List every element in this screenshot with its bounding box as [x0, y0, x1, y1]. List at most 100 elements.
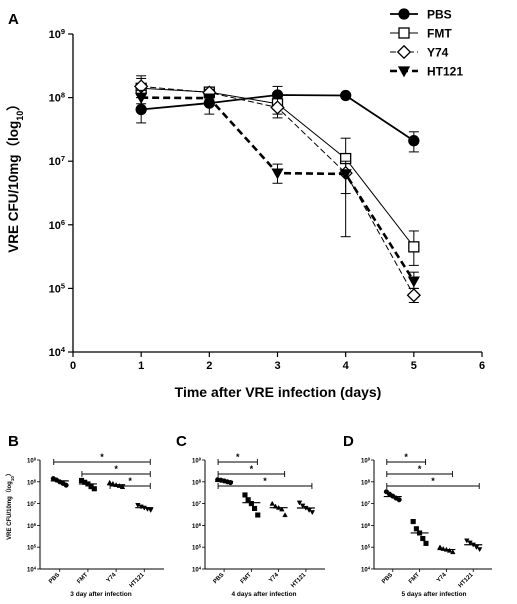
panel-a-y-tick-label: 106	[49, 217, 65, 232]
panel-a-y-tick-label-exp: 8	[61, 90, 65, 99]
panel-b-y-tick-label-exp: 8	[34, 478, 37, 483]
panel-c-y-tick-label: 106	[192, 521, 202, 530]
panel-b-y-axis-label-sub: 10	[10, 476, 15, 482]
panel-b-data-point	[91, 486, 97, 492]
panel-d-x-tick-label: PBS	[381, 572, 394, 585]
panel-c-data-point	[269, 500, 275, 506]
panel-b-y-tick-label-exp: 5	[34, 543, 37, 548]
panel-d-y-tick-label-base: 10	[361, 502, 368, 508]
panel-b-data-point	[147, 508, 154, 513]
panel-a-y-tick-label-base: 10	[49, 156, 61, 168]
panel-d-data-point	[450, 549, 456, 555]
panel-a-y-tick-label: 108	[49, 90, 65, 105]
panel-a-point-y74	[270, 100, 285, 115]
panel-c-y-tick-label-exp: 7	[199, 500, 202, 505]
panel-a-point-pbs	[408, 135, 420, 147]
panel-b-y-tick-label-exp: 7	[34, 500, 37, 505]
panel-d-y-tick-label-base: 10	[361, 546, 368, 552]
panel-b-y-tick-label-exp: 4	[34, 565, 37, 570]
panel-a-y-tick-label-base: 10	[49, 29, 61, 41]
panel-b-y-tick-label-base: 10	[27, 524, 34, 530]
panel-d-y-tick-label: 104	[361, 565, 371, 574]
panel-a-x-tick-label: 4	[343, 360, 350, 372]
panel-b-y-tick-label: 109	[27, 456, 37, 465]
panel-a-y-tick-label-exp: 5	[61, 281, 65, 290]
panel-a-x-tick-label: 0	[70, 360, 76, 372]
panel-c-y-tick-label-exp: 5	[199, 543, 202, 548]
panel-d-y-tick-label-exp: 4	[368, 565, 371, 570]
panel-b-significance-star: *	[100, 452, 104, 462]
panel-c-x-tick-label: HT121	[290, 572, 307, 589]
panel-d-y-tick-label-exp: 9	[368, 456, 371, 461]
panel-a-y-tick-label-base: 10	[49, 283, 61, 295]
panel-a-x-tick-label: 2	[206, 360, 212, 372]
panel-c-data-point	[255, 512, 261, 518]
panel-d-y-tick-label-base: 10	[361, 524, 368, 530]
panel-d-data-point	[413, 526, 419, 532]
panel-a-x-tick-label: 1	[138, 360, 144, 372]
panel-c-data-point	[227, 480, 234, 486]
panel-b-x-tick-label: HT121	[129, 572, 146, 589]
panel-a-y-tick-label-exp: 6	[61, 217, 65, 226]
panel-d-data-point	[443, 546, 450, 552]
panel-c-data-point	[248, 501, 254, 507]
panel-c-significance-star: *	[250, 464, 254, 474]
panel-a-y-tick-label: 107	[49, 154, 65, 169]
panel-c-data-point	[309, 510, 316, 516]
panel-c-y-tick-label-base: 10	[192, 459, 199, 465]
panel-c-data-point	[245, 497, 251, 503]
panel-a-x-tick-label: 5	[411, 360, 417, 372]
panel-a-y-tick-label: 104	[49, 345, 66, 360]
panel-b-y-tick-label: 108	[27, 478, 37, 487]
panel-c-y-tick-label-exp: 8	[199, 478, 202, 483]
panel-d-x-tick-label: HT121	[458, 572, 475, 589]
panel-c-y-tick-label-base: 10	[192, 546, 199, 552]
panel-a-y-tick-label-exp: 7	[61, 154, 65, 163]
panel-d-data-point	[410, 519, 416, 525]
panel-a-letter: A	[8, 11, 19, 28]
panel-d-x-tick-label: Y74	[436, 572, 448, 584]
panel-b-data-point	[85, 481, 91, 487]
panel-a-x-tick-label: 6	[479, 360, 485, 372]
panel-a-point-ht121	[339, 169, 352, 181]
panel-c-y-tick-label-base: 10	[192, 502, 199, 508]
panel-a-y-tick-label-exp: 9	[61, 27, 65, 36]
panel-d-data-point	[437, 544, 443, 550]
panel-a-point-ht121	[407, 276, 420, 288]
panel-b-data-point	[119, 484, 126, 490]
panel-d-y-tick-label-base: 10	[361, 568, 368, 574]
panel-d-significance-star: *	[431, 476, 435, 486]
panel-c-significance-star: *	[263, 476, 267, 486]
panel-a-y-axis-label: VRE CFU/10mg（log10）	[6, 97, 25, 253]
panel-a-y-tick-label-exp: 4	[61, 345, 66, 354]
panel-c-y-tick-label-exp: 4	[199, 565, 202, 570]
panel-b-significance-star: *	[114, 464, 118, 474]
panel-d-data-point	[417, 530, 423, 536]
panel-d-data-point	[440, 545, 446, 551]
legend-marker-fmt	[398, 27, 410, 39]
panel-b-y-tick-label-base: 10	[27, 502, 34, 508]
panel-d-y-tick-label: 108	[361, 478, 371, 487]
panel-b-data-point	[110, 480, 116, 486]
panel-c-letter: C	[176, 433, 187, 450]
panel-a-x-axis-label: Time after VRE infection (days)	[175, 384, 382, 400]
panel-d-x-tick-label: FMT	[408, 572, 421, 585]
panel-b-y-tick-label-base: 10	[27, 480, 34, 486]
panel-b-y-tick-label: 106	[27, 521, 37, 530]
legend-marker-ht121	[397, 66, 411, 78]
panel-d-y-tick-label-base: 10	[361, 459, 368, 465]
panel-c-y-tick-label-base: 10	[192, 524, 199, 530]
panel-c-y-tick-label: 109	[192, 456, 202, 465]
panel-c-data-point	[279, 506, 285, 512]
panel-a-y-tick-label: 109	[49, 27, 65, 42]
panel-d-y-tick-label-exp: 8	[368, 478, 371, 483]
panel-c-data-point	[275, 504, 282, 510]
panel-b-data-point	[63, 482, 69, 488]
panel-b-y-tick-label-base: 10	[27, 568, 34, 574]
panel-d-significance-star: *	[404, 452, 408, 462]
legend-marker-y74	[396, 44, 412, 60]
panel-c-data-point	[296, 500, 303, 506]
